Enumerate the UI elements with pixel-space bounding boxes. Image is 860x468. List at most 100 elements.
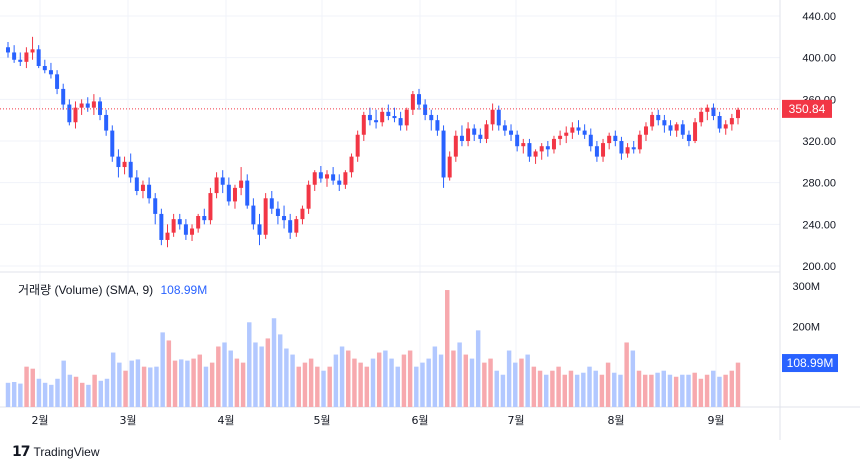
candle-body	[257, 224, 262, 235]
candle-body	[140, 184, 145, 191]
volume-bar	[209, 362, 215, 407]
volume-bar	[86, 384, 91, 407]
candle-body	[36, 49, 41, 66]
price-tick-label: 320.00	[802, 136, 836, 148]
volume-legend[interactable]: 거래량 (Volume) (SMA, 9) 108.99M	[18, 283, 207, 297]
volume-bar	[475, 330, 481, 407]
candle-body	[226, 184, 231, 202]
candle-body	[625, 147, 630, 154]
volume-bar	[463, 354, 469, 407]
volume-bar	[438, 354, 444, 407]
candle-body	[24, 52, 29, 62]
volume-bar	[673, 376, 679, 407]
candle-body	[245, 180, 250, 206]
volume-bar	[197, 354, 203, 407]
candle-body	[674, 124, 679, 131]
volume-bar	[612, 372, 617, 407]
volume-bar	[315, 366, 320, 407]
stock-chart[interactable]: 440.00400.00360.00320.00280.00240.00200.…	[0, 0, 860, 440]
candle-body	[650, 114, 655, 127]
volume-bar	[605, 362, 611, 407]
volume-bar	[513, 362, 518, 407]
month-label: 4월	[217, 414, 234, 427]
candle-body	[12, 52, 17, 60]
volume-bar	[630, 350, 636, 407]
candle-body	[79, 103, 84, 108]
volume-bar	[18, 383, 23, 407]
candle-body	[269, 198, 274, 209]
volume-bar	[395, 366, 400, 407]
volume-bar	[649, 374, 654, 407]
volume-bar	[191, 358, 196, 407]
volume-bar	[129, 360, 134, 407]
candle-body	[183, 224, 188, 235]
volume-bar	[692, 372, 697, 407]
volume-bar	[482, 362, 487, 407]
candle-body	[18, 59, 23, 62]
candle-body	[459, 135, 464, 141]
volume-bar	[24, 366, 29, 407]
volume-bar	[172, 360, 178, 407]
candle-body	[134, 177, 139, 191]
candle-body	[631, 147, 636, 150]
candle-body	[539, 146, 544, 152]
volume-bar	[420, 362, 425, 407]
candle-body	[588, 134, 593, 147]
candle-body	[343, 172, 348, 185]
volume-bar	[240, 362, 246, 407]
volume-bar	[698, 378, 704, 407]
volume-bar	[717, 376, 722, 407]
volume-bar	[519, 358, 524, 407]
volume-bar	[735, 362, 741, 407]
candle-body	[417, 94, 422, 105]
volume-bar	[556, 366, 561, 407]
volume-bar	[445, 290, 450, 407]
tradingview-branding[interactable]: 17 TradingView	[12, 444, 100, 460]
candle-body	[423, 104, 428, 115]
volume-bar	[135, 359, 141, 407]
candle-body	[386, 111, 391, 116]
candle-body	[294, 219, 299, 233]
volume-bar	[376, 352, 382, 407]
month-label: 6월	[411, 414, 428, 427]
candle-body	[67, 104, 72, 123]
volume-bar	[302, 362, 308, 407]
candle-body	[288, 220, 293, 233]
volume-bar	[247, 322, 252, 407]
volume-bar	[346, 350, 351, 407]
grid-lines	[0, 0, 780, 407]
tradingview-logo-icon: 17	[12, 444, 31, 460]
volume-legend-label: 거래량 (Volume) (SMA, 9)	[18, 283, 153, 297]
price-tick-label: 280.00	[802, 178, 836, 190]
volume-bar	[104, 378, 110, 407]
candle-body	[404, 109, 409, 126]
candle-body	[662, 120, 667, 126]
candle-body	[202, 216, 207, 221]
month-label: 3월	[119, 414, 136, 427]
volume-bar	[525, 354, 530, 407]
volume-bar	[599, 374, 605, 407]
last-price-value: 350.84	[789, 102, 826, 116]
volume-bar	[506, 350, 512, 407]
candle-body	[251, 205, 256, 225]
candle-body	[693, 122, 698, 141]
volume-bar	[655, 372, 660, 407]
candle-body	[318, 172, 323, 179]
volume-bar	[185, 360, 190, 407]
volume-bar	[321, 370, 326, 407]
volume-bar	[667, 374, 673, 407]
candle-body	[61, 88, 66, 105]
volume-bar	[11, 381, 17, 407]
volume-bar	[61, 360, 66, 407]
candle-body	[380, 111, 385, 123]
volume-bar	[642, 374, 648, 407]
volume-bar	[711, 370, 716, 407]
volume-bar	[234, 358, 240, 407]
volume-bar	[500, 374, 506, 407]
volume-bar	[216, 346, 221, 407]
volume-bar	[42, 382, 48, 407]
candle-body	[515, 134, 520, 147]
candle-body	[729, 118, 734, 125]
candle-body	[282, 216, 287, 221]
candle-body	[104, 114, 109, 131]
